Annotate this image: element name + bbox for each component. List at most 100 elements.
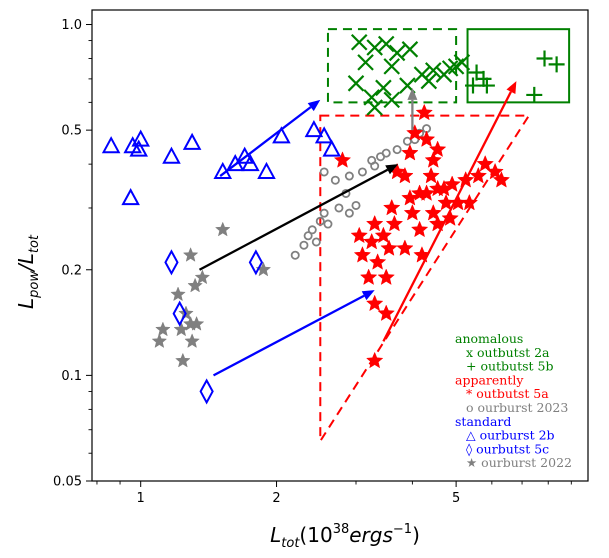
circle-marker [370,161,380,171]
x-marker [420,72,438,90]
circle-marker [299,240,309,250]
x-marker [357,54,374,71]
y-tick-label: 0.1 [61,369,82,384]
y-tick-label: 1.0 [61,18,82,33]
star-marker [396,239,414,256]
circle-marker [357,167,367,177]
circle-marker [307,225,317,235]
star-marker [333,151,352,168]
legend-entry: * outbutst 5a [466,386,549,401]
solid-green-box [466,28,571,104]
triangle-marker [304,120,324,138]
y-tick-label: 0.2 [61,263,82,278]
plus-marker [475,70,492,87]
star-marker [396,166,414,184]
y-axis-label: Lpow/Ltot [14,234,42,309]
star-marker [214,221,231,237]
star-marker [424,151,442,168]
circle-marker [330,175,340,185]
circle-marker [392,145,402,155]
circle-marker [344,208,354,218]
star-marker [417,130,436,147]
plus-marker [548,56,565,73]
x-marker [366,39,383,56]
series-outbutst-5a [333,103,511,369]
star-marker [469,166,488,184]
series-ourbutst-5c [164,249,264,405]
x-marker [441,60,459,77]
star-marker [377,268,395,285]
circle-marker [376,152,386,162]
x-tick-label: 5 [452,491,460,506]
circle-marker [319,208,329,218]
legend-entry: apparently [455,372,524,387]
triangle-marker [257,161,276,179]
triangle-marker [272,126,291,144]
star-marker [460,193,479,211]
triangle-marker [121,188,140,206]
star-marker [187,277,203,293]
star-marker [151,333,168,348]
x-marker [363,89,380,106]
plus-marker [536,50,553,67]
star-marker [362,232,381,250]
series-ourburst-2b [101,120,341,206]
star-marker [492,171,511,188]
x-tick-label: 2 [272,491,280,506]
star-marker [188,315,205,331]
dashed-red-triangle [319,114,531,445]
star-marker [175,352,191,368]
series-outburst-2022 [151,221,272,368]
star-marker [385,214,404,232]
diamond-marker [172,300,187,327]
circle-marker [323,219,333,229]
y-tick-label: 0.05 [53,475,82,490]
trend-arrow-line [198,168,389,271]
x-marker [383,91,401,109]
plus-marker [478,77,495,94]
star-marker [410,220,429,238]
star-marker [182,247,199,262]
series-outbutst-2a [347,34,471,116]
x-tick-label: 1 [137,491,145,506]
star-marker [155,321,171,337]
star-marker [377,304,395,322]
star-marker [365,214,384,232]
x-marker [366,99,383,116]
triangle-marker [101,136,121,154]
star-marker [365,294,384,312]
circle-marker [303,231,313,241]
circle-marker [402,136,412,146]
circle-marker [334,203,344,213]
legend-entry: △ ourburst 2b [466,428,555,443]
legend-entry: o ourburst 2023 [466,400,568,415]
trend-arrow-line [212,294,365,377]
trend-arrow-head [506,81,517,95]
star-marker [359,268,378,285]
triangle-marker [322,139,341,157]
plus-marker [526,86,543,103]
y-tick-label: 0.5 [61,124,82,139]
x-marker [388,44,406,62]
star-marker [403,203,422,221]
x-marker [401,41,419,58]
star-marker [368,253,387,270]
star-marker [401,188,419,206]
star-marker [374,226,393,244]
trend-arrow-line [219,106,312,177]
triangle-marker [314,126,334,144]
star-marker [350,226,368,244]
trend-arrow-head [361,290,375,301]
legend-entry: standard [455,414,511,429]
triangle-marker [129,139,149,157]
star-marker [383,198,401,216]
legend-entry: x outbutst 2a [466,345,550,360]
x-marker [347,75,365,92]
star-marker [194,269,211,285]
star-marker [422,166,440,184]
trend-arrow-line [382,91,512,342]
plus-marker [465,77,482,94]
plot-frame [91,9,589,482]
